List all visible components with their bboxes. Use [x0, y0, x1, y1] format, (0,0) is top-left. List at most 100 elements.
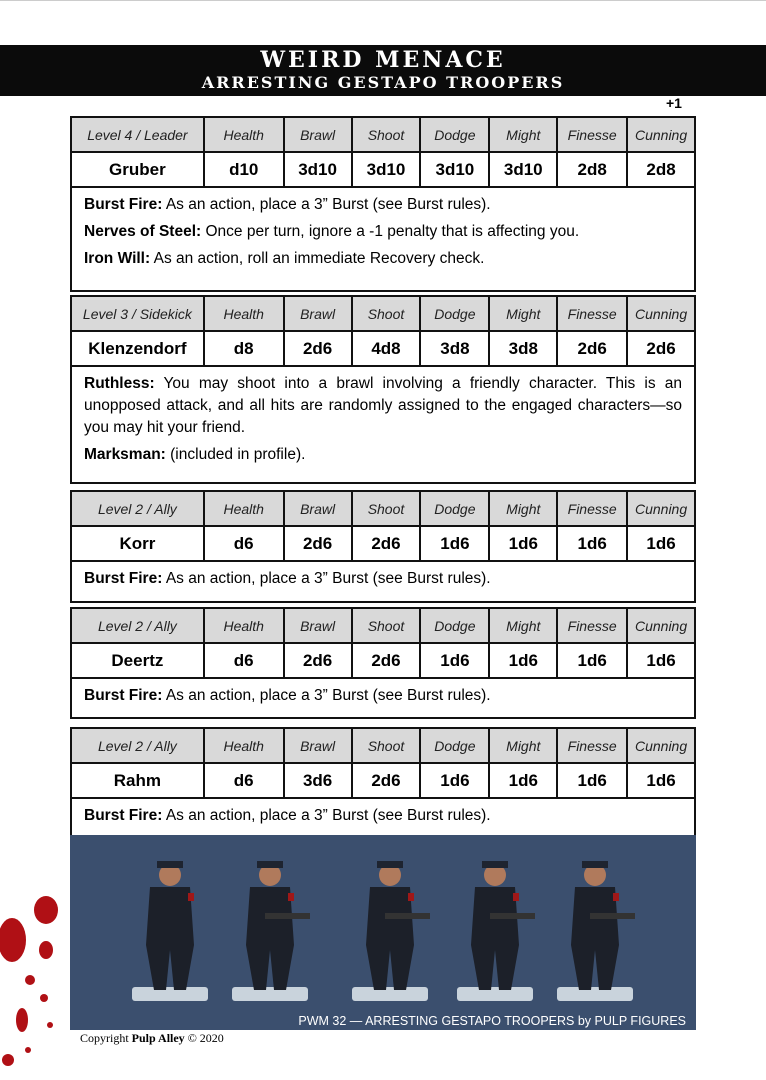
stat-value: 2d6 — [353, 527, 422, 560]
stat-value: 2d6 — [558, 332, 629, 365]
stat-value: 2d6 — [285, 644, 353, 677]
stat-header-row: Level 4 / Leader Health Brawl Shoot Dodge Mig… — [72, 118, 694, 153]
ability: Burst Fire: As an action, place a 3” Bur… — [84, 685, 682, 707]
miniature-figure — [457, 861, 535, 1001]
stat-row: Deertz d6 2d6 2d6 1d6 1d6 1d6 1d6 — [72, 644, 694, 679]
stat-header: Finesse — [558, 118, 629, 151]
page-top — [0, 0, 766, 46]
ability: Burst Fire: As an action, place a 3” Bur… — [84, 194, 682, 216]
stat-value: 2d6 — [285, 332, 353, 365]
character-card-rahm: Level 2 / Ally Health Brawl Shoot Dodge Might… — [70, 727, 696, 839]
stat-row: Gruber d10 3d10 3d10 3d10 3d10 2d8 2d8 — [72, 153, 694, 188]
stat-header: Dodge — [421, 729, 491, 762]
stat-header: Might — [490, 118, 559, 151]
miniature-figure — [557, 861, 635, 1001]
stat-value: 2d6 — [285, 527, 353, 560]
stat-header: Cunning — [634, 305, 688, 322]
character-name: Korr — [72, 527, 205, 560]
stat-value: d8 — [205, 332, 285, 365]
stat-header: Brawl — [285, 297, 353, 330]
stat-header: Health — [205, 609, 285, 642]
title-banner: WEIRD MENACE ARRESTING GESTAPO TROOPERS — [0, 45, 766, 96]
ability-name: Nerves of Steel: — [84, 223, 202, 240]
level-label: Level 2 / Ally — [72, 609, 205, 642]
ability-text: Once per turn, ignore a -1 penalty that … — [201, 223, 580, 240]
character-card-klenzendorf: Level 3 / Sidekick Health Brawl Shoot Dodge M… — [70, 295, 696, 484]
stat-value: 1d6 — [421, 527, 491, 560]
page-subtitle: ARRESTING GESTAPO TROOPERS — [201, 73, 565, 92]
stat-header: Might — [490, 729, 559, 762]
ability-text: As an action, place a 3” Burst (see Burs… — [162, 807, 491, 824]
stat-header: Shoot — [353, 297, 422, 330]
stat-header: Finesse — [558, 729, 629, 762]
character-name: Rahm — [72, 764, 205, 797]
copyright-year: © 2020 — [184, 1031, 224, 1045]
stat-value: 1d6 — [490, 764, 559, 797]
stat-value: d10 — [205, 153, 285, 186]
stat-header-row: Level 2 / Ally Health Brawl Shoot Dodge Might… — [72, 729, 694, 764]
stat-header: Cunning — [634, 126, 688, 143]
ability: Marksman: (included in profile). — [84, 444, 682, 466]
copyright-brand: Pulp Alley — [131, 1031, 185, 1045]
stat-value: 1d6 — [490, 527, 559, 560]
miniature-figure — [132, 861, 208, 1001]
stat-header: Cunning — [634, 500, 688, 517]
stat-header: Health — [205, 492, 285, 525]
stat-header: Cunning — [634, 737, 688, 754]
stat-value: 1d6 — [558, 527, 629, 560]
stat-value: 3d10 — [285, 153, 353, 186]
stat-row: Korr d6 2d6 2d6 1d6 1d6 1d6 1d6 — [72, 527, 694, 562]
photo-caption: PWM 32 — ARRESTING GESTAPO TROOPERS by P… — [298, 1014, 686, 1028]
stat-header: Dodge — [421, 609, 491, 642]
stat-header: Cunning — [634, 617, 688, 634]
ability: Iron Will: As an action, roll an immedia… — [84, 248, 682, 270]
stat-value: d6 — [205, 527, 285, 560]
page-title: WEIRD MENACE — [260, 47, 506, 73]
ability-text: (included in profile). — [165, 446, 306, 463]
modifier-label: +1 — [666, 95, 682, 111]
stat-header: Dodge — [421, 118, 491, 151]
stat-header-row: Level 2 / Ally Health Brawl Shoot Dodge Might… — [72, 492, 694, 527]
miniature-figures-image — [132, 861, 635, 1001]
ability: Nerves of Steel: Once per turn, ignore a… — [84, 221, 682, 243]
stat-header: Dodge — [421, 492, 491, 525]
miniature-figure — [352, 861, 430, 1001]
stat-header: Brawl — [285, 492, 353, 525]
blood-splatter-decoration — [0, 896, 58, 1066]
stat-value: 1d6 — [421, 644, 491, 677]
ability-text: As an action, place a 3” Burst (see Burs… — [162, 570, 491, 587]
character-name: Gruber — [72, 153, 205, 186]
stat-value: 2d6 — [353, 764, 422, 797]
level-label: Level 3 / Sidekick — [72, 297, 205, 330]
stat-value: d6 — [205, 644, 285, 677]
abilities: Burst Fire: As an action, place a 3” Bur… — [72, 188, 694, 290]
stat-value: 2d6 — [353, 644, 422, 677]
character-name: Klenzendorf — [72, 332, 205, 365]
stat-header: Shoot — [353, 492, 422, 525]
level-label: Level 2 / Ally — [72, 729, 205, 762]
stat-value: 1d6 — [421, 764, 491, 797]
ability-name: Iron Will: — [84, 250, 151, 267]
stat-header-row: Level 2 / Ally Health Brawl Shoot Dodge Might… — [72, 609, 694, 644]
ability-text: You may shoot into a brawl involving a f… — [84, 375, 682, 436]
stat-value: 3d10 — [490, 153, 559, 186]
abilities: Ruthless: You may shoot into a brawl inv… — [72, 367, 694, 482]
stat-value: 4d8 — [353, 332, 422, 365]
stat-header: Brawl — [285, 118, 353, 151]
stat-header: Might — [490, 609, 559, 642]
level-label: Level 2 / Ally — [72, 492, 205, 525]
stat-value: 1d6 — [646, 533, 676, 553]
stat-header: Shoot — [353, 609, 422, 642]
stat-value: 2d8 — [558, 153, 629, 186]
ability-name: Burst Fire: — [84, 687, 163, 704]
stat-header: Health — [205, 118, 285, 151]
stat-header: Might — [490, 492, 559, 525]
miniature-figure — [232, 861, 310, 1001]
stat-header: Finesse — [558, 492, 629, 525]
stat-header: Brawl — [285, 609, 353, 642]
stat-value: 2d6 — [646, 338, 676, 358]
ability-name: Burst Fire: — [84, 196, 163, 213]
abilities: Burst Fire: As an action, place a 3” Bur… — [72, 562, 694, 601]
stat-value: d6 — [205, 764, 285, 797]
abilities: Burst Fire: As an action, place a 3” Bur… — [72, 679, 694, 717]
